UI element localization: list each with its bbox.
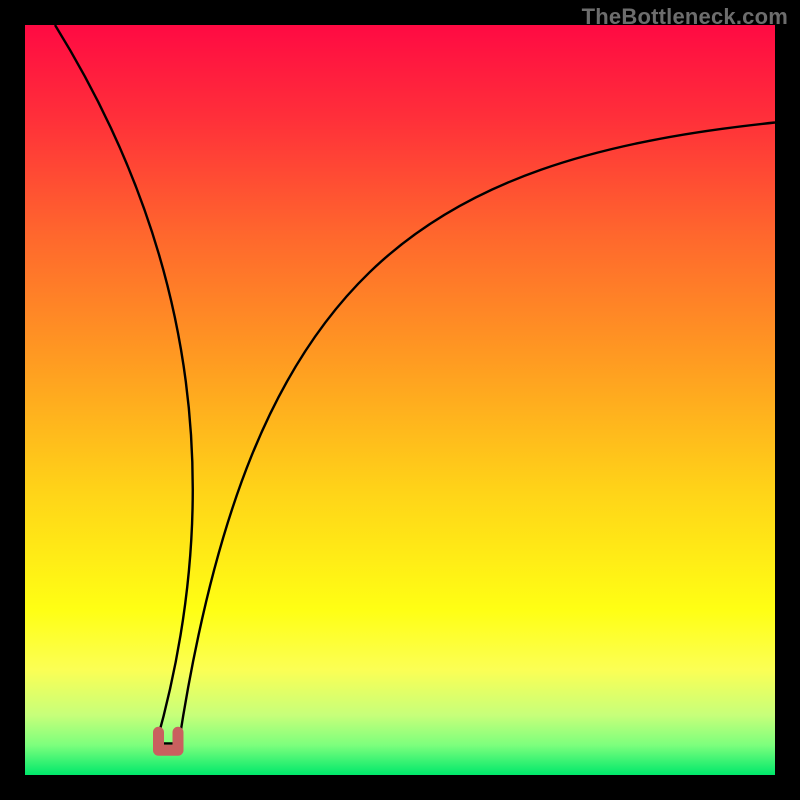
bottleneck-plot bbox=[25, 25, 775, 775]
plot-svg bbox=[25, 25, 775, 775]
chart-frame: TheBottleneck.com bbox=[0, 0, 800, 800]
